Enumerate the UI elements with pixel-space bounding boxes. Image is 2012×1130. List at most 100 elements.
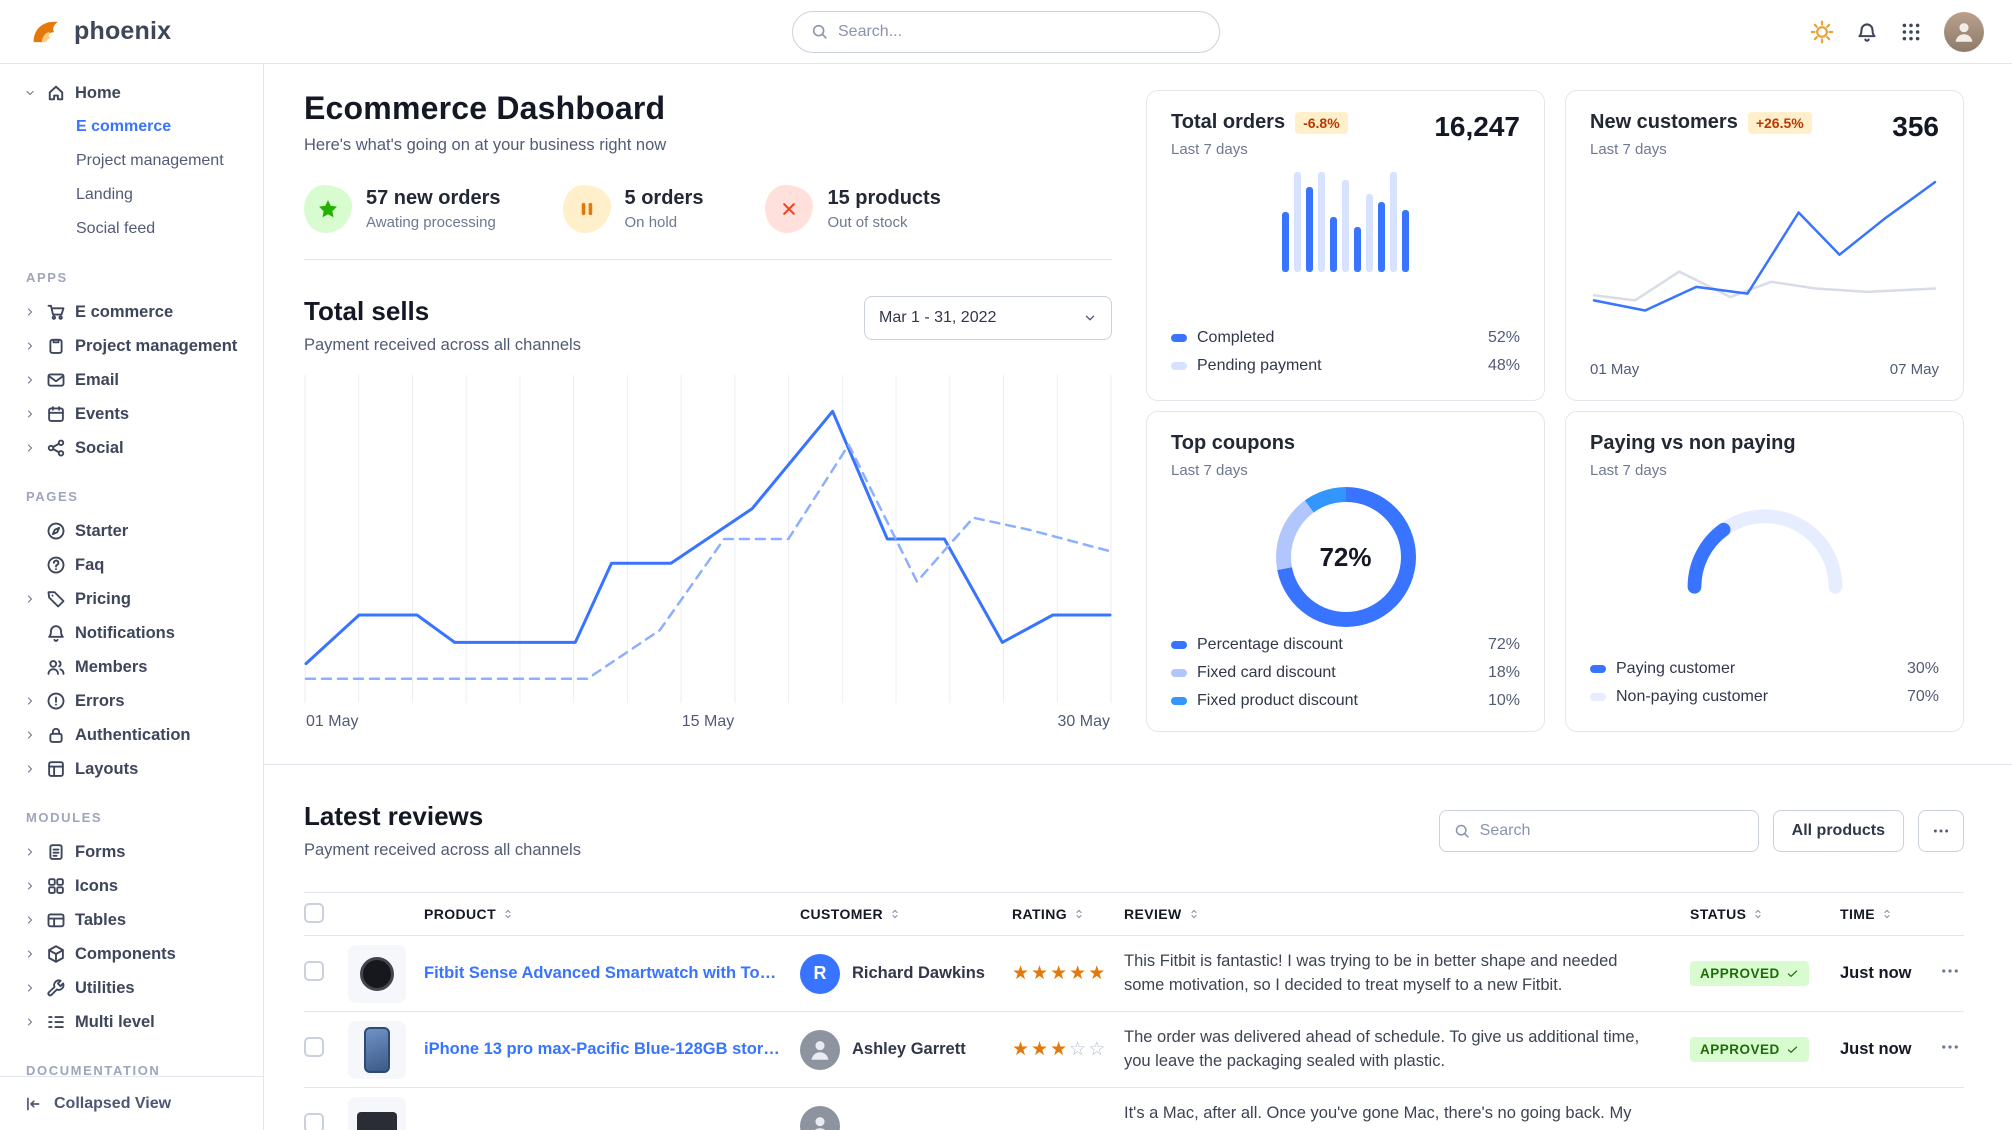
sidebar-item-events[interactable]: Events: [24, 397, 249, 431]
new-customers-axis: 01 May 07 May: [1590, 361, 1939, 380]
chevron-right-icon: [24, 442, 42, 454]
theme-toggle-sun-icon[interactable]: [1810, 20, 1834, 44]
reviews-search-input[interactable]: [1479, 821, 1744, 840]
sidebar-item-landing[interactable]: Landing: [76, 186, 133, 203]
sidebar-item-members[interactable]: Members: [24, 650, 249, 684]
lock-icon: [46, 725, 66, 745]
card-period: Last 7 days: [1171, 141, 1248, 158]
sidebar-item-layouts[interactable]: Layouts: [24, 752, 249, 786]
reviews-search[interactable]: [1438, 809, 1759, 852]
notifications-bell-icon[interactable]: [1856, 21, 1878, 43]
sidebar-item-faq[interactable]: Faq: [24, 548, 249, 582]
sidebar-item-project-management[interactable]: Project management: [76, 152, 224, 169]
global-search-input[interactable]: [838, 22, 1201, 41]
order-bar-pending: [1294, 172, 1301, 272]
date-range-select[interactable]: Mar 1 - 31, 2022: [864, 296, 1112, 340]
card-title: Total orders: [1171, 111, 1286, 133]
collapsed-view-toggle[interactable]: Collapsed View: [0, 1076, 263, 1130]
product-link[interactable]: iPhone 13 pro max-Pacific Blue-128GB sto…: [424, 1040, 792, 1058]
legend-swatch: [1590, 665, 1606, 673]
main-content: Ecommerce Dashboard Here's what's going …: [264, 64, 2012, 1130]
sidebar-item-multi-level[interactable]: Multi level: [24, 1005, 249, 1039]
legend-item-non-paying-customer: Non-paying customer 70%: [1590, 683, 1939, 711]
chevron-right-icon: [24, 914, 42, 926]
app-grid-icon[interactable]: [1900, 21, 1922, 43]
rating-stars: ★★★☆☆: [1012, 1039, 1107, 1060]
sidebar-item-e-commerce[interactable]: E commerce: [24, 295, 249, 329]
sidebar-item-email[interactable]: Email: [24, 363, 249, 397]
sidebar-item-label: Notifications: [75, 623, 175, 642]
global-search[interactable]: [792, 10, 1220, 53]
sidebar-item-e-commerce[interactable]: E commerce: [76, 118, 172, 135]
rating-stars: ★★★★★: [1012, 963, 1107, 984]
row-checkbox[interactable]: [304, 1113, 324, 1130]
sidebar-item-components[interactable]: Components: [24, 937, 249, 971]
calendar-icon: [46, 404, 66, 424]
sidebar-section-documentation: DOCUMENTATION: [26, 1063, 161, 1076]
stat-blob: [562, 185, 611, 233]
column-label: REVIEW: [1124, 906, 1182, 922]
sidebar-item-pricing[interactable]: Pricing: [24, 582, 249, 616]
stat-57-new-orders: 57 new orders Awating processing: [304, 185, 501, 233]
sidebar-item-errors[interactable]: Errors: [24, 684, 249, 718]
row-actions-button[interactable]: [1940, 1037, 1960, 1057]
sidebar-item-icons[interactable]: Icons: [24, 869, 249, 903]
column-label: TIME: [1840, 906, 1876, 922]
latest-reviews-title: Latest reviews: [304, 801, 484, 831]
sidebar-item-social-feed[interactable]: Social feed: [76, 220, 156, 237]
user-avatar[interactable]: [1944, 11, 1984, 52]
top-coupons-donut-chart: 72%: [1275, 487, 1416, 627]
sidebar-item-utilities[interactable]: Utilities: [24, 971, 249, 1005]
row-checkbox[interactable]: [304, 961, 324, 981]
column-header-rating[interactable]: RATING: [1012, 906, 1124, 922]
legend-item-completed: Completed 52%: [1171, 324, 1520, 352]
total-sells-chart-canvas: [304, 375, 1112, 703]
row-checkbox[interactable]: [304, 1037, 324, 1057]
star-filled-icon: ★: [1031, 1039, 1051, 1060]
row-actions-button[interactable]: [1940, 961, 1960, 981]
pause-icon: [576, 198, 598, 220]
sidebar-item-project-management[interactable]: Project management: [24, 329, 249, 363]
brand[interactable]: phoenix: [28, 14, 171, 50]
sidebar-item-label: Faq: [75, 555, 105, 574]
stat-15-products: 15 products Out of stock: [765, 185, 941, 233]
sidebar-section-modules: MODULES: [26, 810, 103, 825]
column-header-review[interactable]: REVIEW: [1124, 906, 1690, 922]
card-title: New customers: [1590, 111, 1738, 133]
sidebar-item-forms[interactable]: Forms: [24, 835, 249, 869]
order-bar-pending: [1390, 172, 1397, 272]
house-icon: [46, 83, 66, 103]
sidebar-section-pages: PAGES: [26, 489, 79, 504]
review-row: It's a Mac, after all. Once you've gone …: [304, 1088, 1964, 1130]
customer-name[interactable]: Richard Dawkins: [852, 964, 985, 982]
star-filled-icon: ★: [1088, 963, 1108, 984]
select-all-checkbox[interactable]: [304, 902, 324, 923]
product-link[interactable]: Fitbit Sense Advanced Smartwatch with To…: [424, 964, 800, 982]
stat-5-orders: 5 orders On hold: [562, 185, 703, 233]
chevron-right-icon: [24, 948, 42, 960]
reviews-more-button[interactable]: [1918, 809, 1964, 852]
review-time: Just now: [1840, 964, 1912, 982]
column-header-status[interactable]: STATUS: [1690, 906, 1840, 922]
sidebar-item-starter[interactable]: Starter: [24, 514, 249, 548]
check-icon: [1786, 967, 1799, 980]
collapsed-view-label: Collapsed View: [54, 1094, 172, 1112]
sidebar-item-label: Project management: [75, 336, 238, 355]
sidebar-item-home[interactable]: Home: [24, 76, 249, 110]
all-products-button[interactable]: All products: [1772, 809, 1904, 852]
ellipsis-icon: [1932, 822, 1950, 840]
sidebar-item-social[interactable]: Social: [24, 431, 249, 465]
sidebar-item-tables[interactable]: Tables: [24, 903, 249, 937]
top-navbar: phoenix: [0, 0, 2012, 64]
card-period: Last 7 days: [1590, 462, 1667, 479]
sidebar-item-authentication[interactable]: Authentication: [24, 718, 249, 752]
order-bar-completed: [1282, 212, 1289, 272]
customer-name[interactable]: Ashley Garrett: [852, 1040, 966, 1058]
change-badge: -6.8%: [1295, 111, 1348, 134]
column-header-customer[interactable]: CUSTOMER: [800, 906, 1012, 922]
column-header-product[interactable]: PRODUCT: [424, 906, 800, 922]
sidebar-item-notifications[interactable]: Notifications: [24, 616, 249, 650]
customer-avatar: [800, 1105, 840, 1130]
column-header-time[interactable]: TIME: [1840, 906, 1940, 922]
chevron-right-icon: [24, 559, 42, 571]
